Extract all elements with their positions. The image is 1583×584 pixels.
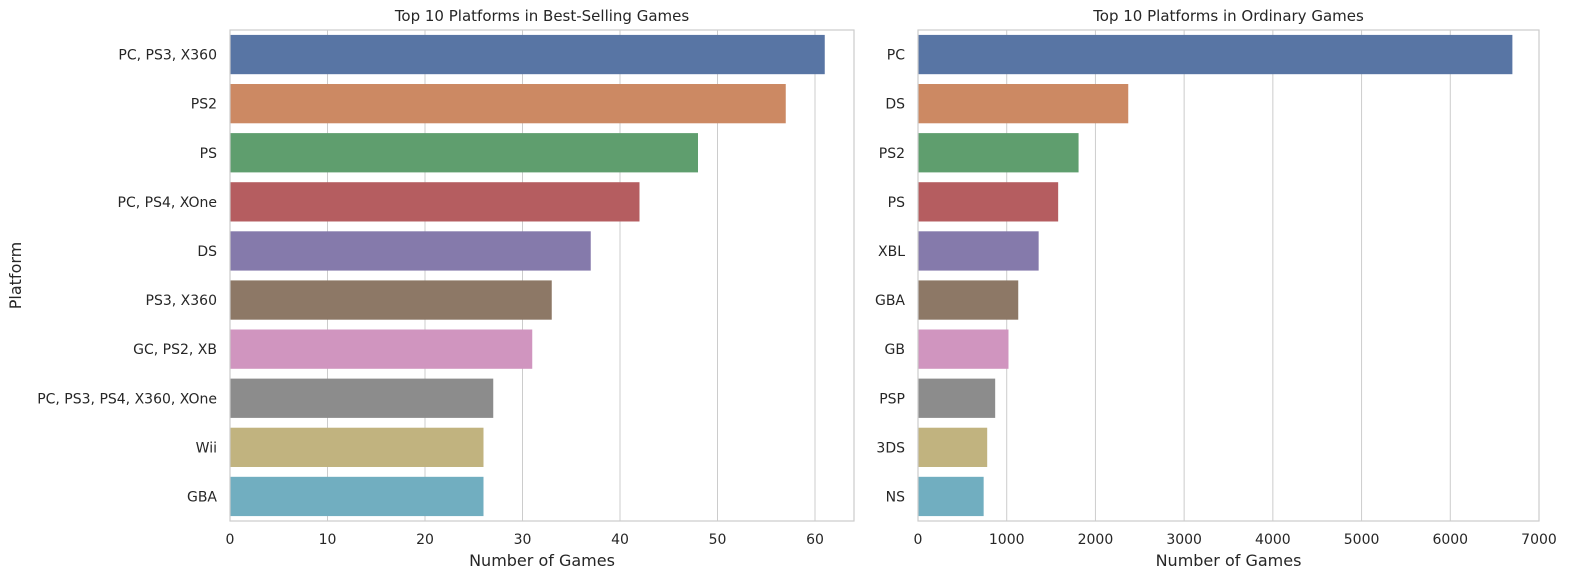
y-tick-label-ordinary-1: DS — [885, 97, 905, 113]
x-tick-label-ordinary-3: 3000 — [1166, 532, 1202, 548]
y-tick-labels-best-selling: PC, PS3, X360 PS2 PS PC, PS4, XOne DS PS3, X3… — [37, 48, 217, 506]
chart-title-ordinary: Top 10 Platforms in Ordinary Games — [1092, 7, 1364, 25]
x-tick-label-ordinary-4: 4000 — [1255, 532, 1291, 548]
y-tick-label-best-selling-0: PC, PS3, X360 — [118, 48, 217, 64]
x-tick-label-ordinary-0: 0 — [914, 532, 923, 548]
bar-best-selling-3 — [230, 182, 640, 222]
y-tick-label-best-selling-8: Wii — [196, 440, 217, 456]
y-tick-label-best-selling-1: PS2 — [191, 97, 217, 113]
bar-ordinary-8 — [918, 427, 988, 467]
x-tick-label-best-selling-5: 50 — [709, 532, 727, 548]
bars-ordinary — [918, 34, 1513, 517]
y-tick-label-ordinary-5: GBA — [875, 293, 905, 309]
bar-best-selling-9 — [230, 476, 484, 517]
bar-ordinary-3 — [918, 182, 1059, 222]
bars-best-selling — [230, 34, 825, 517]
y-tick-label-best-selling-5: PS3, X360 — [146, 293, 217, 309]
bar-ordinary-7 — [918, 378, 996, 418]
x-tick-label-best-selling-1: 10 — [319, 532, 337, 548]
x-tick-label-best-selling-4: 40 — [611, 532, 629, 548]
x-tick-label-best-selling-6: 60 — [806, 532, 824, 548]
bar-ordinary-1 — [918, 84, 1129, 124]
x-tick-label-ordinary-6: 6000 — [1432, 532, 1468, 548]
bar-best-selling-0 — [230, 34, 825, 75]
x-axis-label-best-selling: Number of Games — [469, 551, 615, 570]
chart-title-best-selling: Top 10 Platforms in Best-Selling Games — [394, 7, 690, 25]
bar-best-selling-7 — [230, 378, 494, 418]
x-tick-label-ordinary-5: 5000 — [1344, 532, 1380, 548]
bar-ordinary-0 — [918, 34, 1513, 75]
bar-best-selling-4 — [230, 231, 591, 271]
x-tick-label-ordinary-7: 7000 — [1521, 532, 1557, 548]
x-axis-label-ordinary: Number of Games — [1156, 551, 1302, 570]
y-tick-label-best-selling-7: PC, PS3, PS4, X360, XOne — [37, 391, 217, 407]
y-tick-label-best-selling-9: GBA — [187, 489, 217, 505]
y-tick-label-best-selling-6: GC, PS2, XB — [133, 342, 217, 358]
bar-ordinary-4 — [918, 231, 1039, 271]
y-axis-label-best-selling: Platform — [6, 242, 25, 309]
bar-best-selling-5 — [230, 280, 552, 320]
bar-ordinary-9 — [918, 476, 984, 517]
y-tick-label-ordinary-6: GB — [885, 342, 905, 358]
plot-frame-best-selling — [229, 29, 855, 522]
x-tick-labels-best-selling: 0 10 20 30 40 50 60 — [226, 532, 824, 548]
y-tick-label-best-selling-2: PS — [200, 146, 217, 162]
y-tick-label-ordinary-9: NS — [886, 489, 905, 505]
bar-best-selling-8 — [230, 427, 484, 467]
bar-ordinary-5 — [918, 280, 1019, 320]
bar-best-selling-1 — [230, 84, 786, 124]
y-tick-label-best-selling-4: DS — [197, 244, 217, 260]
x-tick-label-ordinary-2: 2000 — [1078, 532, 1114, 548]
chart-best-selling: Top 10 Platforms in Best-Selling Games P… — [6, 7, 855, 570]
chart-ordinary: Top 10 Platforms in Ordinary Games PCDSP… — [875, 7, 1557, 570]
y-tick-label-ordinary-0: PC — [887, 48, 905, 64]
y-tick-label-ordinary-2: PS2 — [879, 146, 905, 162]
x-tick-label-best-selling-3: 30 — [514, 532, 532, 548]
bar-ordinary-6 — [918, 329, 1009, 369]
x-tick-label-best-selling-2: 20 — [416, 532, 434, 548]
y-tick-labels-ordinary: PC DS PS2 PS XBL GBA GB PSP 3DS NS — [875, 48, 905, 506]
bar-ordinary-2 — [918, 133, 1079, 173]
bar-best-selling-2 — [230, 133, 698, 173]
x-tick-label-best-selling-0: 0 — [226, 532, 235, 548]
x-tick-label-ordinary-1: 1000 — [989, 532, 1025, 548]
y-tick-label-ordinary-8: 3DS — [876, 440, 905, 456]
x-tick-labels-ordinary: 0 1000 2000 3000 4000 5000 6000 7000 — [914, 532, 1557, 548]
plot-frame-ordinary — [917, 29, 1540, 522]
y-tick-label-ordinary-7: PSP — [879, 391, 905, 407]
y-tick-label-ordinary-3: PS — [888, 195, 905, 211]
y-tick-label-ordinary-4: XBL — [878, 244, 905, 260]
bar-best-selling-6 — [230, 329, 533, 369]
y-tick-label-best-selling-3: PC, PS4, XOne — [118, 195, 217, 211]
